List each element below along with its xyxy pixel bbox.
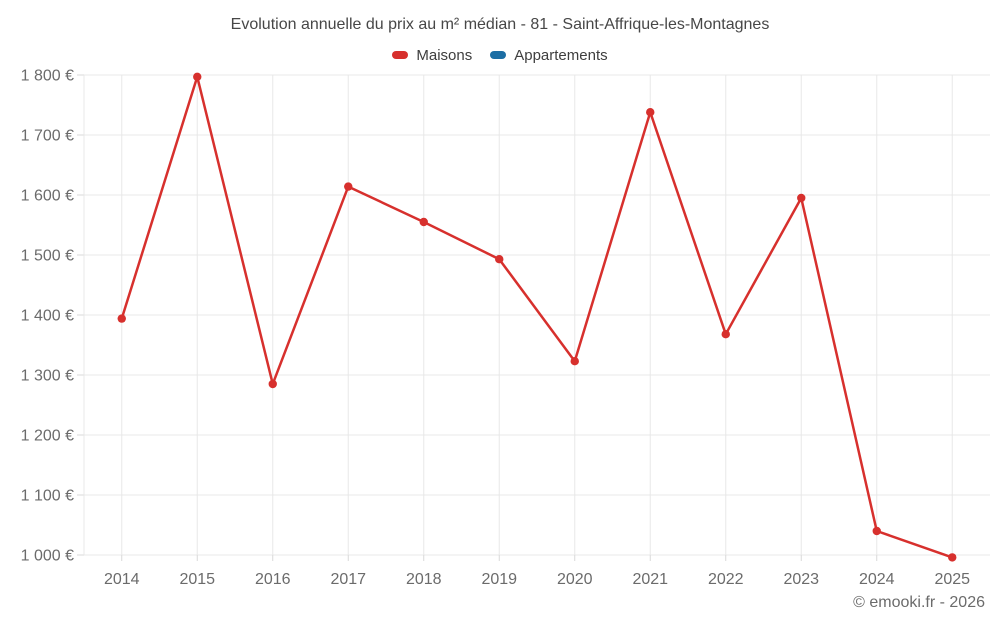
chart-legend: Maisons Appartements (0, 44, 1000, 66)
data-point-2024[interactable] (872, 526, 881, 536)
x-axis-tick-label: 2017 (330, 571, 366, 588)
data-point-2021[interactable] (646, 108, 655, 117)
y-axis-tick-label: 1 700 € (21, 128, 74, 145)
x-axis-tick-label: 2022 (708, 571, 744, 588)
x-axis-tick-label: 2018 (406, 571, 442, 588)
y-axis-tick-label: 1 300 € (21, 368, 74, 385)
legend-item-maisons[interactable]: Maisons (392, 47, 472, 64)
data-point-2015[interactable] (193, 72, 202, 82)
legend-label-appartements: Appartements (514, 46, 608, 64)
x-axis-tick-label: 2016 (255, 571, 291, 588)
x-axis-tick-label: 2024 (859, 571, 895, 588)
y-axis-tick-label: 1 200 € (21, 428, 74, 445)
y-axis-tick-label: 1 100 € (21, 488, 74, 505)
data-point-2020[interactable] (570, 357, 579, 366)
data-point-2017[interactable] (344, 182, 353, 191)
data-point-2023[interactable] (797, 193, 806, 203)
x-axis-tick-label: 2021 (632, 571, 668, 588)
copyright-credit: © emooki.fr - 2026 (853, 594, 985, 611)
x-axis-tick-label: 2020 (557, 571, 593, 588)
y-axis-tick-label: 1 500 € (21, 248, 74, 265)
data-point-2022[interactable] (721, 330, 730, 339)
y-axis-tick-label: 1 600 € (21, 188, 74, 205)
chart-title: Evolution annuelle du prix au m² médian … (230, 16, 770, 33)
y-axis-tick-label: 1 400 € (21, 308, 74, 325)
x-axis-tick-label: 2019 (481, 571, 517, 588)
y-axis-tick-label: 1 800 € (21, 68, 74, 85)
maisons-line (120, 75, 954, 559)
x-axis-tick-label: 2015 (179, 571, 215, 588)
data-point-2016[interactable] (268, 379, 277, 389)
maisons-legend-swatch-icon (392, 51, 409, 59)
appartements-legend-swatch-icon (490, 51, 507, 59)
y-axis-tick-label: 1 000 € (21, 548, 74, 565)
data-point-2018[interactable] (419, 217, 428, 227)
x-axis-tick-label: 2014 (104, 571, 140, 588)
data-point-2025[interactable] (948, 553, 957, 562)
x-axis-tick-label: 2023 (783, 571, 819, 588)
x-axis-tick-label: 2025 (934, 571, 970, 588)
data-point-2019[interactable] (495, 255, 504, 264)
data-point-2014[interactable] (117, 314, 126, 323)
legend-label-maisons: Maisons (416, 46, 473, 64)
legend-item-appartements[interactable]: Appartements (490, 46, 608, 64)
